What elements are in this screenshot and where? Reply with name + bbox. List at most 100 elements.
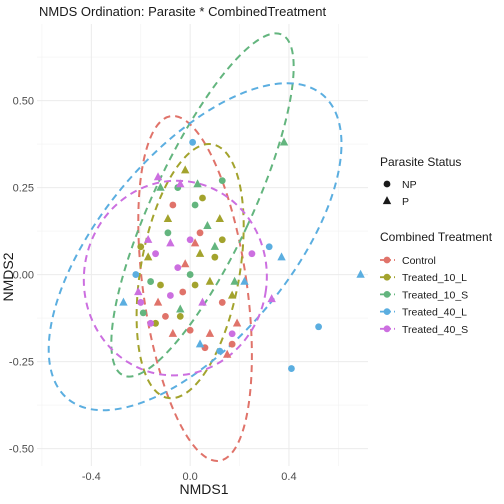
point-treated-10-s-p [176,304,185,313]
legend-label-treated-10-l: Treated_10_L [402,272,467,284]
legend-label-treated-10-s: Treated_10_S [402,289,468,301]
point-treated-10-s-p [193,179,202,188]
x-tick-label: 0.4 [281,471,296,483]
point-treated-10-s-np [218,177,226,185]
point-treated-10-s-p [210,241,220,250]
point-treated-10-s-p [203,221,212,230]
x-axis-ticks: -0.4 0.0 0.4 [82,471,297,483]
y-tick-label: 0.00 [13,270,34,282]
point-treated-40-l-p [356,269,365,278]
legend-key-dot [383,256,391,264]
point-treated-10-l-np [218,236,226,244]
point-control-p [190,238,200,247]
point-treated-40-l-np [132,271,140,278]
point-treated-40-s-np [248,250,256,258]
point-treated-40-s-p [166,238,175,247]
y-axis-ticks: -0.50 -0.25 0.00 0.25 0.50 [9,96,34,456]
point-treated-10-s-np [164,229,172,237]
y-tick-label: 0.25 [13,183,34,195]
grid-lines [37,24,368,466]
point-treated-10-l-np [137,243,145,251]
x-tick-label: -0.4 [82,471,101,483]
point-treated-40-s-p [198,297,207,306]
point-control-p [223,349,232,358]
legend-key-dot [383,291,391,298]
point-control-np [186,326,194,334]
point-treated-40-l-np [265,243,273,251]
point-treated-10-s-p [156,182,165,191]
point-control-p [153,297,163,306]
point-treated-40-s-np [147,319,155,327]
point-treated-10-l-np [211,253,219,261]
y-axis-label: NMDS2 [0,252,16,301]
point-treated-10-s-p [230,276,239,285]
point-treated-40-s-p [143,234,153,243]
point-treated-40-l-p [277,252,286,261]
point-treated-40-l-np [288,365,295,372]
ellipse-treated-40-l [47,82,343,412]
legend-key-dot [383,273,391,281]
legend-key-circle [383,180,391,188]
confidence-ellipses [47,32,343,462]
point-treated-10-l-np [157,281,164,289]
legend-key-triangle [382,196,392,205]
point-treated-10-l-p [143,252,153,261]
legend-key-dot [383,325,391,333]
point-treated-10-l-np [176,312,184,320]
y-tick-label: -0.50 [9,444,34,456]
point-control-p [205,328,215,337]
ellipse-treated-10-s [110,32,295,378]
point-treated-10-l-p [215,214,224,223]
point-treated-10-s-np [147,278,155,285]
point-treated-10-l-p [195,248,205,257]
point-treated-10-s-np [186,271,194,278]
point-treated-10-s-p [279,137,289,146]
point-treated-10-l-p [227,290,237,299]
x-tick-label: 0.0 [183,471,198,483]
y-tick-label: 0.50 [13,96,34,108]
point-control-np [169,201,177,209]
legend-label-treated-40-l: Treated_40_L [402,307,467,319]
legend-combined-treatment: Combined Treatment Control Treated_10_L Tr… [380,230,493,336]
point-treated-40-s-np [152,250,159,258]
legend-shape-title: Parasite Status [380,155,461,169]
data-points [119,137,365,372]
point-treated-10-l-np [191,281,199,289]
point-treated-40-l-np [216,347,224,355]
legend-key-dot [383,308,391,315]
ellipse-control [137,115,253,462]
point-control-np [218,299,226,306]
point-treated-40-s-np [166,292,174,299]
point-treated-40-l-p [195,339,205,348]
legend-parasite-status: Parasite Status NP P [380,155,461,208]
point-control-np [228,340,236,348]
point-treated-40-s-p [134,287,143,296]
point-treated-10-s-np [191,201,199,209]
ellipse-treated-40-s [82,179,268,377]
ellipse-treated-10-l [135,142,245,400]
point-treated-40-s-p [153,172,163,181]
point-control-np [196,229,204,237]
point-treated-40-s-p [267,294,276,303]
point-treated-10-s-np [139,309,147,317]
point-treated-40-l-p [119,297,128,306]
point-control-p [232,318,242,327]
point-treated-10-l-p [205,276,215,285]
legend-label-control: Control [402,255,436,267]
legend-label-np: NP [402,179,417,191]
point-treated-40-l-np [315,323,322,331]
point-control-np [162,312,169,320]
point-treated-40-s-np [137,299,145,306]
y-tick-label: -0.25 [9,357,34,369]
chart-title: NMDS Ordination: Parasite * CombinedTrea… [39,4,326,19]
point-treated-40-l-np [189,138,197,146]
point-control-p [168,328,178,337]
point-control-np [179,288,187,296]
point-treated-10-l-p [181,165,190,174]
point-treated-40-s-p [176,179,185,188]
point-treated-10-l-np [152,319,159,327]
point-treated-40-s-np [186,236,194,244]
point-treated-40-s-np [174,264,182,272]
point-treated-40-l-p [240,276,249,285]
